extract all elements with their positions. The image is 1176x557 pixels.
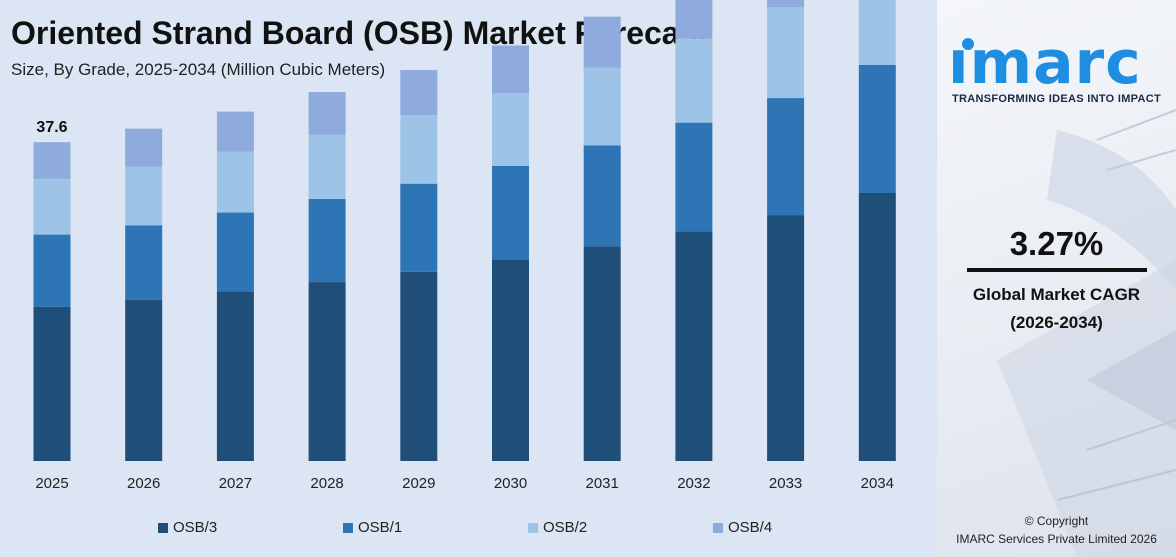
- bar-chart: 2025 37.6 2026 2027 2028 2029 2030 2031 2032 2033…: [33, 0, 896, 492]
- bar-segment-osb2-2034: [858, 0, 896, 65]
- legend-swatch-osb4: [713, 522, 723, 533]
- x-tick-label-2028: 2028: [310, 475, 343, 492]
- legend-swatch-osb3: [158, 522, 168, 533]
- cagr-label: Global Market CAGR: [972, 285, 1141, 304]
- bar-segment-osb3-2025: [33, 306, 71, 461]
- bar-segment-osb3-2026: [125, 299, 163, 461]
- data-label-2025: 37.6: [36, 119, 67, 136]
- imarc-logo: ımarc: [948, 28, 1172, 98]
- bar-segment-osb4-2026: [125, 128, 163, 167]
- bar-segment-osb1-2031: [583, 145, 621, 247]
- x-tick-label-2031: 2031: [586, 475, 619, 492]
- cagr-period: (2026-2034): [1010, 313, 1103, 332]
- cagr-value: 3.27%: [1009, 225, 1104, 262]
- chart-legend: OSB/3 OSB/1 OSB/2 OSB/4: [0, 519, 937, 539]
- legend-label-osb3: OSB/3: [173, 519, 218, 536]
- bar-segment-osb2-2025: [33, 178, 71, 235]
- bar-segment-osb1-2027: [216, 212, 254, 292]
- logo-tagline: TRANSFORMING IDEAS INTO IMPACT: [951, 93, 1162, 105]
- bar-segment-osb3-2027: [216, 291, 254, 461]
- legend-item-osb3: OSB/3: [158, 519, 217, 536]
- bar-segment-osb2-2029: [400, 115, 438, 184]
- legend-item-osb2: OSB/2: [528, 519, 587, 536]
- bar-segment-osb2-2026: [125, 166, 163, 226]
- bar-segment-osb4-2033: [767, 0, 805, 8]
- bar-segment-osb2-2030: [492, 93, 529, 166]
- bar-segment-osb1-2028: [308, 199, 346, 283]
- copyright-notice: © Copyright: [1024, 514, 1089, 528]
- logo-dot: [962, 38, 974, 50]
- bar-segment-osb3-2031: [583, 246, 621, 461]
- legend-item-osb1: OSB/1: [343, 519, 402, 536]
- bar-segment-osb4-2032: [675, 0, 713, 39]
- logo-text: ımarc: [948, 28, 1142, 98]
- background-chart-graphic: [997, 109, 1176, 557]
- cagr-divider: [967, 268, 1147, 272]
- bar-segment-osb4-2031: [583, 16, 621, 68]
- legend-item-osb4: OSB/4: [713, 519, 772, 536]
- bar-segment-osb3-2032: [675, 231, 713, 461]
- legend-label-osb4: OSB/4: [728, 519, 773, 536]
- bar-segment-osb2-2027: [216, 151, 254, 213]
- legend-label-osb1: OSB/1: [358, 519, 403, 536]
- bar-segment-osb2-2033: [767, 7, 805, 98]
- bar-segment-osb1-2032: [675, 122, 713, 232]
- bar-segment-osb4-2029: [400, 70, 438, 115]
- bar-segment-osb1-2033: [767, 98, 805, 216]
- bar-segment-osb3-2028: [308, 282, 346, 461]
- bar-segment-osb1-2034: [858, 65, 896, 193]
- copyright-company: IMARC Services Private Limited 2026: [956, 532, 1157, 546]
- bar-segment-osb3-2033: [767, 215, 805, 461]
- x-tick-label-2034: 2034: [861, 475, 894, 492]
- legend-swatch-osb1: [343, 522, 353, 533]
- bar-segment-osb1-2030: [492, 165, 529, 260]
- chart-subtitle: Size, By Grade, 2025-2034 (Million Cubic…: [11, 60, 386, 79]
- x-tick-label-2027: 2027: [219, 475, 252, 492]
- legend-swatch-osb2: [528, 522, 538, 533]
- bar-segment-osb2-2032: [675, 38, 713, 123]
- bar-segment-osb3-2029: [400, 271, 438, 461]
- bar-segment-osb1-2029: [400, 183, 438, 272]
- side-panel: ımarc TRANSFORMING IDEAS INTO IMPACT 3.2…: [937, 0, 1176, 557]
- legend-label-osb2: OSB/2: [543, 519, 588, 536]
- chart-panel: Oriented Strand Board (OSB) Market Forec…: [0, 0, 937, 557]
- bar-segment-osb1-2025: [33, 234, 71, 307]
- bar-segment-osb1-2026: [125, 225, 163, 300]
- x-tick-label-2026: 2026: [127, 475, 160, 492]
- bar-segment-osb3-2030: [492, 260, 529, 461]
- bar-segment-osb4-2030: [492, 45, 529, 93]
- x-tick-label-2025: 2025: [35, 475, 68, 492]
- x-tick-label-2033: 2033: [769, 475, 802, 492]
- bar-segment-osb4-2025: [33, 142, 71, 179]
- x-tick-label-2029: 2029: [402, 475, 435, 492]
- x-tick-label-2032: 2032: [677, 475, 710, 492]
- bar-segment-osb4-2027: [216, 111, 254, 152]
- bar-segment-osb4-2028: [308, 92, 346, 135]
- x-tick-label-2030: 2030: [494, 475, 527, 492]
- bar-segment-osb2-2028: [308, 134, 346, 199]
- bar-segment-osb2-2031: [583, 67, 621, 146]
- bar-segment-osb3-2034: [858, 193, 896, 461]
